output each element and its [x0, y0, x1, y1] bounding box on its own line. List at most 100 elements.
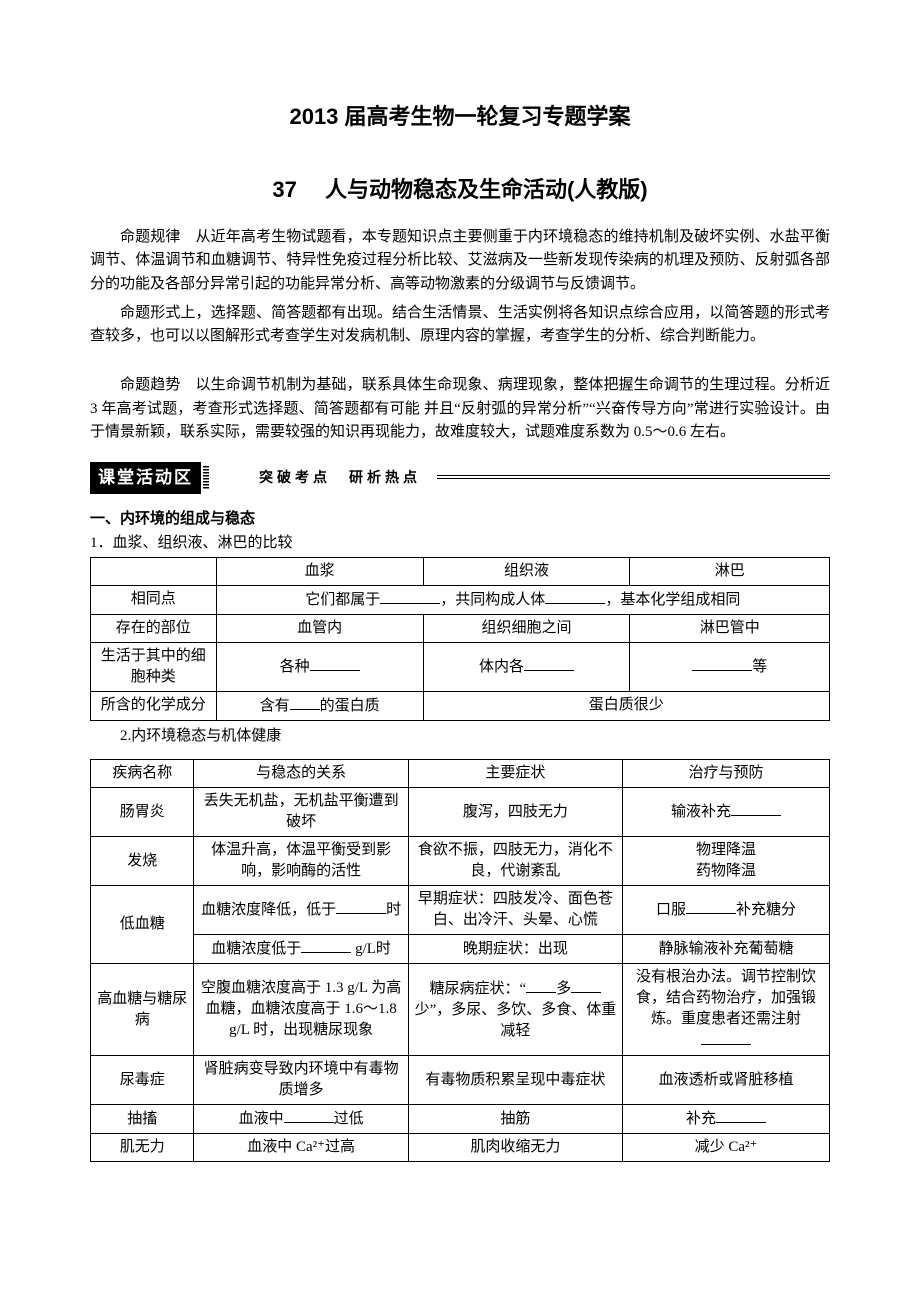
cell: 血液中 Ca²⁺过高 [194, 1134, 408, 1162]
blank [692, 656, 752, 671]
text: 补充 [686, 1111, 716, 1127]
cell: 静脉输液补充葡萄糖 [623, 935, 830, 964]
text: 输液补充 [671, 804, 731, 820]
blank [310, 656, 360, 671]
text: ，基本化学组成相同 [605, 592, 740, 608]
cell: 减少 Ca²⁺ [623, 1134, 830, 1162]
cell: 丢失无机盐，无机盐平衡遭到破坏 [194, 788, 408, 837]
text: 没有根治办法。调节控制饮食，结合药物治疗，加强锻炼。重度患者还需注射 [636, 969, 816, 1027]
cell [91, 557, 217, 585]
text: 含有 [260, 698, 290, 714]
cell: 血液透析或肾脏移植 [623, 1056, 830, 1105]
para-3-label: 命题趋势 [120, 377, 180, 393]
blank [716, 1108, 766, 1123]
cell: 空腹血糖浓度高于 1.3 g/L 为高血糖，血糖浓度高于 1.6～1.8 g/L… [194, 964, 408, 1056]
text: 等 [752, 659, 767, 675]
cell: 体温升高，体温平衡受到影响，影响酶的活性 [194, 837, 408, 886]
cell: 物理降温 药物降温 [623, 837, 830, 886]
text: 糖尿病症状：“ [430, 981, 527, 997]
section-1-sub-1: 1．血浆、组织液、淋巴的比较 [90, 532, 830, 555]
table-row: 高血糖与糖尿病 空腹血糖浓度高于 1.3 g/L 为高血糖，血糖浓度高于 1.6… [91, 964, 830, 1056]
text: 体内各 [479, 659, 524, 675]
table-row: 生活于其中的细胞种类 各种 体内各 等 [91, 642, 830, 691]
cell: 存在的部位 [91, 614, 217, 642]
text: 口服 [656, 902, 686, 918]
text: 补充糖分 [736, 902, 796, 918]
para-1-label: 命题规律 [120, 229, 180, 245]
cell: 有毒物质积累呈现中毒症状 [408, 1056, 622, 1105]
blank [731, 801, 781, 816]
cell: 晚期症状：出现 [408, 935, 622, 964]
cell: 含有 的蛋白质 [216, 691, 423, 720]
subtitle: 37 人与动物稳态及生命活动(人教版) [90, 173, 830, 206]
cell: 相同点 [91, 585, 217, 614]
para-3-text: 以生命调节机制为基础，联系具体生命现象、病理现象，整体把握生命调节的生理过程。分… [90, 377, 830, 440]
paragraph-3: 命题趋势 以生命调节机制为基础，联系具体生命现象、病理现象，整体把握生命调节的生… [90, 374, 830, 444]
paragraph-2: 命题形式上，选择题、简答题都有出现。结合生活情景、生活实例将各知识点综合应用，以… [90, 302, 830, 349]
section-1-heading: 一、内环境的组成与稳态 [90, 508, 830, 531]
cell: 糖尿病症状：“ 多少”，多尿、多饮、多食、体重减轻 [408, 964, 622, 1056]
blank [284, 1108, 334, 1123]
para-1-text: 从近年高考生物试题看，本专题知识点主要侧重于内环境稳态的维持机制及破坏实例、水盐… [90, 229, 830, 292]
subtitle-number: 37 [272, 177, 296, 202]
cell: 主要症状 [408, 760, 622, 788]
classroom-dashline-icon [437, 475, 830, 481]
table-row: 尿毒症 肾脏病变导致内环境中有毒物质增多 有毒物质积累呈现中毒症状 血液透析或肾… [91, 1056, 830, 1105]
cell: 输液补充 [623, 788, 830, 837]
cell: 抽筋 [408, 1105, 622, 1134]
text: 过低 [334, 1111, 364, 1127]
cell: 肾脏病变导致内环境中有毒物质增多 [194, 1056, 408, 1105]
blank [686, 899, 736, 914]
text: 的蛋白质 [320, 698, 380, 714]
cell: 体内各 [423, 642, 630, 691]
cell: 腹泻，四肢无力 [408, 788, 622, 837]
cell: 肌肉收缩无力 [408, 1134, 622, 1162]
cell: 没有根治办法。调节控制饮食，结合药物治疗，加强锻炼。重度患者还需注射 [623, 964, 830, 1056]
cell: 淋巴 [630, 557, 830, 585]
blank [290, 695, 320, 710]
table-row: 肌无力 血液中 Ca²⁺过高 肌肉收缩无力 减少 Ca²⁺ [91, 1134, 830, 1162]
cell: 与稳态的关系 [194, 760, 408, 788]
cell: 淋巴管中 [630, 614, 830, 642]
classroom-sub: 突破考点 研析热点 [259, 467, 421, 488]
table-2: 疾病名称 与稳态的关系 主要症状 治疗与预防 肠胃炎 丢失无机盐，无机盐平衡遭到… [90, 759, 830, 1162]
blank [524, 656, 574, 671]
table-row: 所含的化学成分 含有的蛋白质 蛋白质很少 [91, 691, 830, 720]
blank [301, 938, 351, 953]
cell: 血浆 [216, 557, 423, 585]
blank [545, 589, 605, 604]
cell: 低血糖 [91, 886, 194, 964]
cell: 口服 补充糖分 [623, 886, 830, 935]
subtitle-text: 人与动物稳态及生命活动(人教版) [325, 177, 648, 202]
classroom-bar-icon [203, 466, 209, 490]
text: 各种 [280, 659, 310, 675]
cell: 疾病名称 [91, 760, 194, 788]
cell: 它们都属于，共同构成人体，基本化学组成相同 [216, 585, 829, 614]
blank [571, 978, 601, 993]
text: 少”，多尿、多饮、多食、体重减轻 [415, 1002, 617, 1039]
cell: 血糖浓度低于 g/L时 [194, 935, 408, 964]
cell: 生活于其中的细胞种类 [91, 642, 217, 691]
cell: 高血糖与糖尿病 [91, 964, 194, 1056]
cell: 早期症状：四肢发冷、面色苍白、出冷汗、头晕、心慌 [408, 886, 622, 935]
section-1-sub-2: 2.内环境稳态与机体健康 [90, 725, 830, 748]
text: ，共同构成人体 [440, 592, 545, 608]
cell: 食欲不振，四肢无力，消化不良，代谢紊乱 [408, 837, 622, 886]
cell: 血液中 过低 [194, 1105, 408, 1134]
text: 多 [556, 981, 571, 997]
cell: 蛋白质很少 [423, 691, 829, 720]
cell: 补充 [623, 1105, 830, 1134]
table-row: 血浆 组织液 淋巴 [91, 557, 830, 585]
cell: 血管内 [216, 614, 423, 642]
table-row: 疾病名称 与稳态的关系 主要症状 治疗与预防 [91, 760, 830, 788]
table-row: 存在的部位 血管内 组织细胞之间 淋巴管中 [91, 614, 830, 642]
text: 血液中 [239, 1111, 284, 1127]
table-row: 低血糖 血糖浓度降低，低于时 早期症状：四肢发冷、面色苍白、出冷汗、头晕、心慌 … [91, 886, 830, 935]
page-title: 2013 届高考生物一轮复习专题学案 [90, 100, 830, 133]
paragraph-1: 命题规律 从近年高考生物试题看，本专题知识点主要侧重于内环境稳态的维持机制及破坏… [90, 226, 830, 296]
classroom-label: 课堂活动区 [90, 462, 201, 494]
cell: 等 [630, 642, 830, 691]
blank [380, 589, 440, 604]
cell: 抽搐 [91, 1105, 194, 1134]
classroom-banner: 课堂活动区 突破考点 研析热点 [90, 462, 830, 494]
